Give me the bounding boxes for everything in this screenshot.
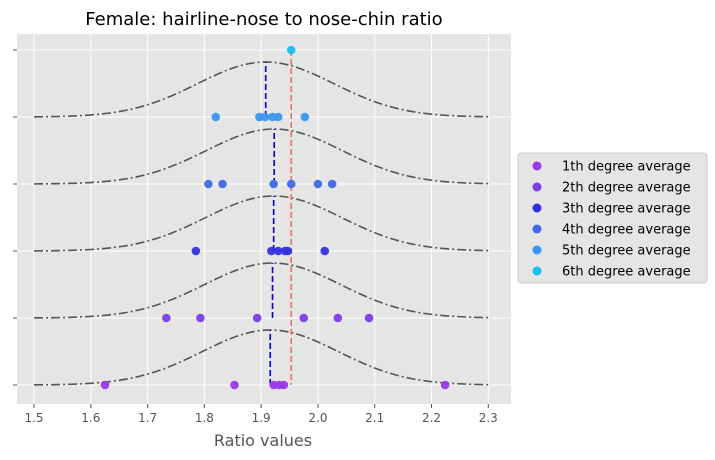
data-point — [364, 313, 374, 323]
data-point — [300, 112, 310, 122]
data-point — [273, 246, 283, 256]
data-point — [191, 246, 201, 256]
x-tick-label: 2.3 — [479, 411, 498, 425]
x-tick-label: 1.5 — [24, 411, 43, 425]
legend-marker — [532, 203, 542, 213]
legend-label: 6th degree average — [562, 265, 691, 280]
legend: 1th degree average 2th degree average 3th … — [517, 152, 708, 284]
x-tick-label: 1.7 — [138, 411, 157, 425]
legend-box — [517, 152, 708, 284]
data-point — [204, 179, 213, 189]
data-point — [269, 179, 278, 189]
distribution-curve — [34, 195, 489, 252]
data-point — [286, 45, 296, 55]
data-point — [218, 179, 227, 189]
x-tick-label: 2.0 — [308, 411, 327, 425]
x-tick-label: 1.6 — [81, 411, 100, 425]
x-tick-label: 2.2 — [422, 411, 441, 425]
distribution-curve — [34, 329, 489, 386]
legend-label: 4th degree average — [562, 223, 691, 238]
legend-marker — [532, 182, 542, 192]
data-point — [320, 246, 330, 256]
legend-marker — [532, 161, 542, 171]
data-point — [100, 380, 110, 390]
legend-marker — [532, 266, 542, 276]
data-point — [230, 380, 239, 390]
curve-layer — [34, 61, 489, 386]
chart-title: Female: hairline-nose to nose-chin ratio — [85, 9, 442, 30]
data-point — [260, 112, 270, 122]
legend-label: 1th degree average — [562, 160, 691, 175]
data-point — [211, 112, 221, 122]
distribution-curve — [34, 262, 489, 319]
data-point — [196, 313, 205, 323]
data-point — [327, 179, 337, 189]
legend-marker — [532, 224, 542, 234]
x-tick-label: 2.1 — [365, 411, 384, 425]
distribution-curve — [34, 128, 489, 185]
tick-layer: 1.5 1.6 1.7 1.8 1.9 2.0 2.1 2.2 2.3 — [13, 49, 498, 425]
data-point — [252, 313, 262, 323]
legend-label: 3th degree average — [562, 202, 691, 217]
legend-marker — [532, 245, 542, 255]
x-tick-label: 1.8 — [195, 411, 214, 425]
legend-label: 2th degree average — [562, 181, 691, 196]
data-point — [313, 179, 323, 189]
data-point — [286, 179, 296, 189]
data-point — [333, 313, 343, 323]
data-point — [273, 112, 283, 122]
data-point — [440, 380, 450, 390]
x-tick-label: 1.9 — [252, 411, 271, 425]
line-layer — [264, 50, 293, 385]
distribution-curve — [34, 61, 489, 118]
point-layer — [100, 45, 450, 390]
plot-background — [17, 34, 511, 404]
data-point — [299, 313, 309, 323]
data-point — [162, 313, 171, 323]
legend-label: 5th degree average — [562, 244, 691, 259]
data-point — [267, 246, 276, 256]
x-axis-label: Ratio values — [214, 431, 312, 450]
data-point — [283, 246, 293, 256]
data-point — [279, 380, 289, 390]
